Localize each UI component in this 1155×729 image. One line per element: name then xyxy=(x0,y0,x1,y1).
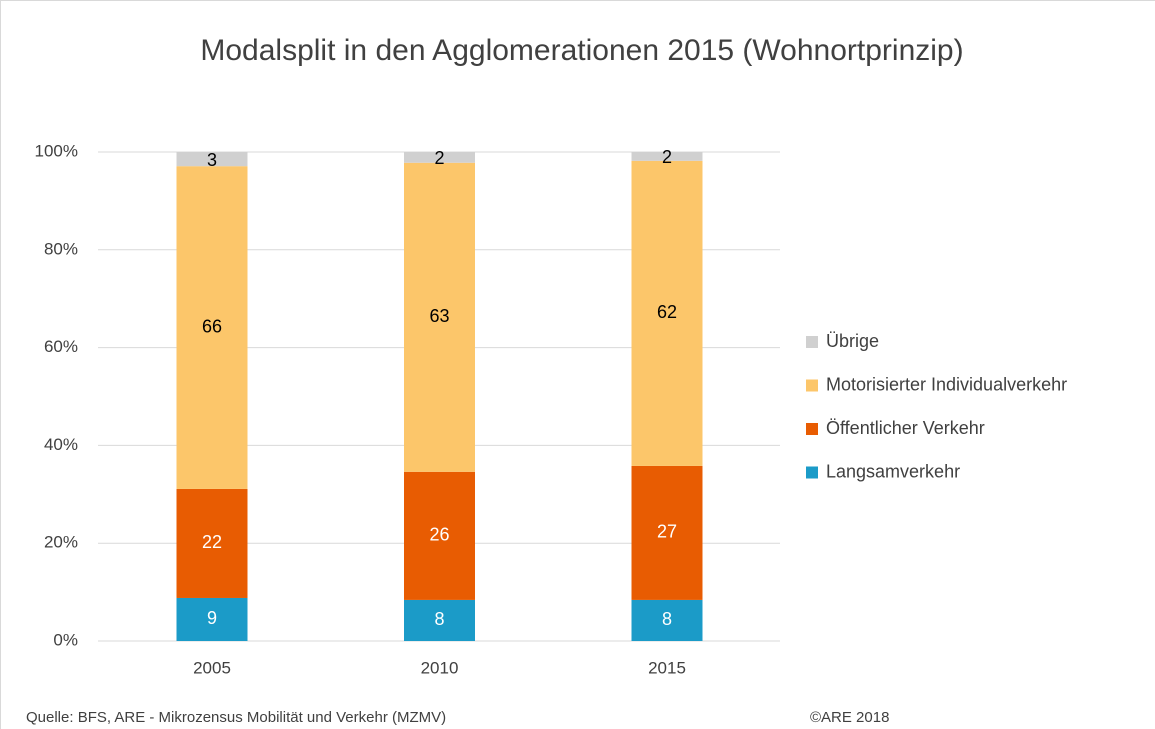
data-label: 8 xyxy=(434,609,444,629)
bar-segment xyxy=(404,599,475,641)
legend-label: Motorisierter Individualverkehr xyxy=(826,374,1067,394)
bar-segment xyxy=(631,160,703,466)
data-label: 2 xyxy=(434,148,444,168)
bar-segment xyxy=(176,152,248,167)
y-tick-label: 100% xyxy=(35,141,78,160)
legend-swatch xyxy=(806,336,818,348)
legend-swatch xyxy=(806,379,818,392)
data-label: 27 xyxy=(657,522,677,542)
data-label: 62 xyxy=(657,302,677,322)
bar-segment xyxy=(631,152,703,161)
data-label: 2 xyxy=(662,147,672,167)
x-tick-label: 2015 xyxy=(648,658,686,677)
bar-segment xyxy=(631,465,703,600)
legend-swatch xyxy=(806,423,818,435)
y-tick-label: 0% xyxy=(53,630,78,649)
y-tick-label: 80% xyxy=(44,239,78,258)
legend-label: Langsamverkehr xyxy=(826,461,960,481)
y-tick-label: 40% xyxy=(44,435,78,454)
data-label: 9 xyxy=(207,608,217,628)
data-label: 26 xyxy=(429,525,449,545)
data-label: 66 xyxy=(202,316,222,336)
data-label: 63 xyxy=(429,306,449,326)
bar-segment xyxy=(404,471,475,600)
copyright: ©ARE 2018 xyxy=(810,709,889,726)
bar-segment xyxy=(176,488,248,598)
y-tick-label: 20% xyxy=(44,533,78,552)
bar-segment xyxy=(176,597,248,641)
x-tick-label: 2005 xyxy=(193,658,231,677)
x-tick-label: 2010 xyxy=(421,658,459,677)
data-label: 3 xyxy=(207,150,217,170)
chart-title: Modalsplit in den Agglomerationen 2015 (… xyxy=(200,34,963,67)
bar-segment xyxy=(404,162,475,472)
legend-label: Öffentlicher Verkehr xyxy=(826,418,985,438)
data-label: 8 xyxy=(662,609,672,629)
bar-segment xyxy=(404,152,475,163)
bar-segment xyxy=(631,599,703,641)
y-tick-label: 60% xyxy=(44,337,78,356)
bar-segment xyxy=(176,166,248,489)
data-label: 22 xyxy=(202,532,222,552)
legend-swatch xyxy=(806,466,818,479)
source-note: Quelle: BFS, ARE - Mikrozensus Mobilität… xyxy=(26,709,446,726)
legend-label: Übrige xyxy=(826,331,879,351)
